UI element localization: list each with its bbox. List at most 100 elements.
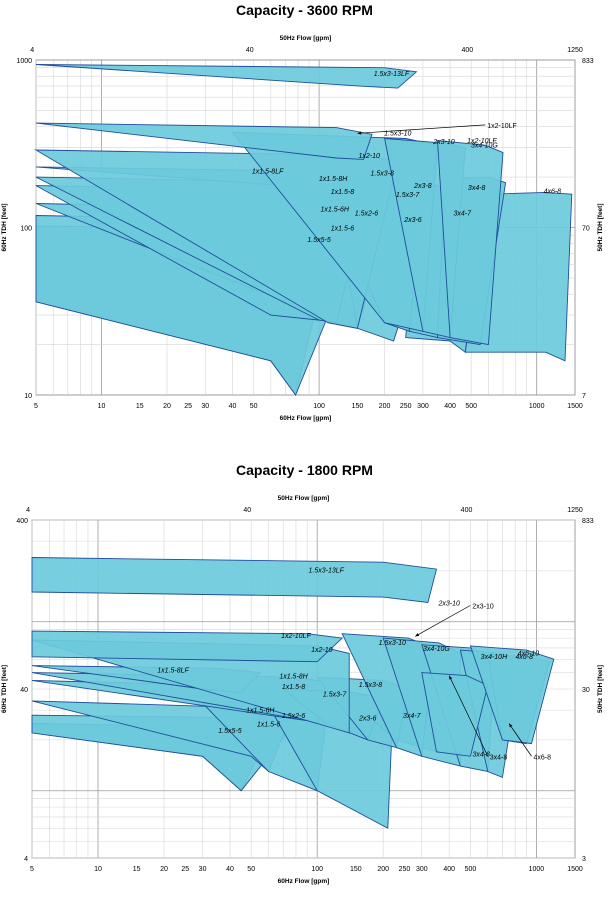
curve-label-4x6-10: 4x6-10 — [518, 651, 540, 658]
y-tick-label: 1000 — [16, 58, 32, 65]
curve-label-1x1.5-8: 1x1.5-8 — [282, 684, 305, 691]
curve-regions — [34, 64, 573, 397]
y2-tick-label: 70 — [582, 226, 590, 233]
y-tick-labels: 4 40 400 — [16, 518, 28, 863]
x-tick-label: 25 — [184, 403, 192, 410]
x-tick-label: 30 — [201, 403, 209, 410]
y-axis-label: 60Hz TDH [feet] — [1, 665, 8, 713]
curve-label-3x4-10H: 3x4-10H — [481, 654, 508, 661]
annotation-arrow — [415, 605, 471, 637]
annotations: 2x3-10 3x4-8 4x6-8 — [415, 603, 551, 761]
curve-label-1.5x2-6: 1.5x2-6 — [355, 210, 378, 217]
curve-label-1x1.5-6H: 1x1.5-6H — [246, 708, 275, 715]
curve-label-1x1.5-6H: 1x1.5-6H — [321, 206, 350, 213]
x2-tick-label: 40 — [243, 507, 251, 514]
annotation-arrow — [448, 675, 489, 757]
curve-region-1.5x3-13LF — [31, 557, 438, 603]
x-tick-label: 300 — [417, 403, 429, 410]
curve-regions — [31, 557, 555, 829]
x2-tick-labels: 4 40 400 1250 — [26, 507, 583, 514]
x-tick-label: 1000 — [529, 866, 545, 873]
curve-label-2x3-8: 2x3-8 — [413, 183, 432, 190]
curve-label-1x1.5-8LF: 1x1.5-8LF — [157, 668, 189, 675]
x2-tick-label: 400 — [461, 47, 473, 54]
x2-axis-label: 50Hz Flow [gpm] — [280, 35, 332, 42]
curve-label-1.5x5-5: 1.5x5-5 — [307, 237, 330, 244]
x-tick-label: 250 — [400, 403, 412, 410]
x-tick-label: 100 — [311, 866, 323, 873]
annotation-arrowhead — [509, 723, 513, 728]
x-tick-label: 300 — [416, 866, 428, 873]
y-axis-label: 60Hz TDH [feet] — [1, 203, 8, 251]
annotation-label: 1x2-10LF — [487, 123, 517, 130]
curve-label-2x3-6: 2x3-6 — [403, 217, 422, 224]
x-tick-label: 150 — [350, 866, 362, 873]
x-tick-label: 500 — [465, 403, 477, 410]
y-tick-label: 400 — [16, 518, 28, 525]
x-tick-label: 30 — [199, 866, 207, 873]
curve-label-1.5x3-8: 1.5x3-8 — [371, 170, 394, 177]
curve-label-2x3-10: 2x3-10 — [432, 139, 455, 146]
x-tick-label: 1000 — [529, 403, 545, 410]
x-tick-label: 15 — [133, 866, 141, 873]
curve-label-1.5x3-13LF: 1.5x3-13LF — [309, 568, 345, 575]
y-tick-label: 10 — [24, 393, 32, 400]
x2-tick-label: 40 — [246, 47, 254, 54]
y-tick-labels: 10 100 1000 — [16, 58, 32, 400]
y2-tick-labels: 3 30 833 — [582, 518, 594, 863]
x-tick-label: 100 — [313, 403, 325, 410]
curve-label-3x4-10G: 3x4-10G — [471, 143, 498, 150]
curve-label-2x3-10: 2x3-10 — [437, 600, 460, 607]
annotation-label: 2x3-10 — [472, 603, 494, 610]
curve-region-1x2-10LF — [31, 630, 344, 663]
annotation-arrowhead — [449, 675, 453, 680]
curve-region-3x4-8 — [421, 672, 489, 757]
y2-axis-label: 50Hz TDH [feet] — [597, 203, 604, 251]
x-tick-label: 250 — [399, 866, 411, 873]
y-tick-label: 40 — [20, 687, 28, 694]
chart-title: Capacity - 3600 RPM — [236, 2, 373, 18]
x-tick-label: 50 — [247, 866, 255, 873]
y-tick-label: 100 — [20, 226, 32, 233]
curve-label-1.5x3-7: 1.5x3-7 — [323, 692, 347, 699]
chart-1800: Capacity - 1800 RPM 1.5x5-5 1x1.5-6 1x1.5-… — [0, 460, 609, 910]
curve-label-3x4-10G: 3x4-10G — [423, 646, 450, 653]
curve-label-1x1.5-8H: 1x1.5-8H — [279, 674, 308, 681]
y2-axis-label: 50Hz TDH [feet] — [597, 665, 604, 713]
curve-label-3x4-7: 3x4-7 — [454, 210, 473, 217]
y2-tick-label: 30 — [582, 687, 590, 694]
x-axis-label: 60Hz Flow [gpm] — [280, 415, 332, 422]
curve-label-1x1.5-6: 1x1.5-6 — [257, 721, 280, 728]
annotation-arrowhead — [415, 633, 420, 637]
x-tick-label: 20 — [163, 403, 171, 410]
chart-svg: 1.5x5-5 1x1.5-6 1x1.5-6H 1.5x2-6 2x3-6 3x4-7 1… — [1, 495, 604, 885]
y-tick-label: 4 — [24, 856, 28, 863]
y2-tick-labels: 7 70 833 — [582, 58, 594, 400]
x2-tick-label: 4 — [26, 507, 30, 514]
curve-label-1.5x2-6: 1.5x2-6 — [282, 713, 305, 720]
chart-3600: Capacity - 3600 RPM 1.5x5-5 1x1.5-6 1x1.5-… — [0, 0, 609, 450]
y2-tick-label: 7 — [582, 393, 586, 400]
x-tick-label: 15 — [136, 403, 144, 410]
annotation-arrow — [508, 723, 532, 757]
curve-label-1x1.5-8H: 1x1.5-8H — [319, 176, 348, 183]
x2-tick-label: 400 — [461, 507, 473, 514]
y2-tick-label: 3 — [582, 856, 586, 863]
chart-title: Capacity - 1800 RPM — [236, 462, 373, 478]
curve-label-4x6-8: 4x6-8 — [544, 188, 562, 195]
x2-axis-label: 50Hz Flow [gpm] — [278, 495, 330, 502]
curve-region-1x2-10LF — [35, 122, 373, 160]
x2-tick-label: 4 — [30, 47, 34, 54]
curve-label-1x1.5-8: 1x1.5-8 — [331, 189, 354, 196]
curve-label-3x4-8: 3x4-8 — [472, 751, 490, 758]
annotation-arrowhead — [357, 131, 362, 135]
x2-tick-label: 1250 — [567, 47, 583, 54]
curve-label-1x2-10: 1x2-10 — [311, 647, 333, 654]
curve-region-3x4-10G — [437, 140, 504, 346]
curve-label-1.5x3-10: 1.5x3-10 — [379, 640, 406, 647]
curve-label-1x1.5-6: 1x1.5-6 — [331, 225, 354, 232]
x-tick-label: 25 — [181, 866, 189, 873]
x-tick-label: 20 — [160, 866, 168, 873]
annotation-label: 3x4-8 — [490, 754, 508, 761]
